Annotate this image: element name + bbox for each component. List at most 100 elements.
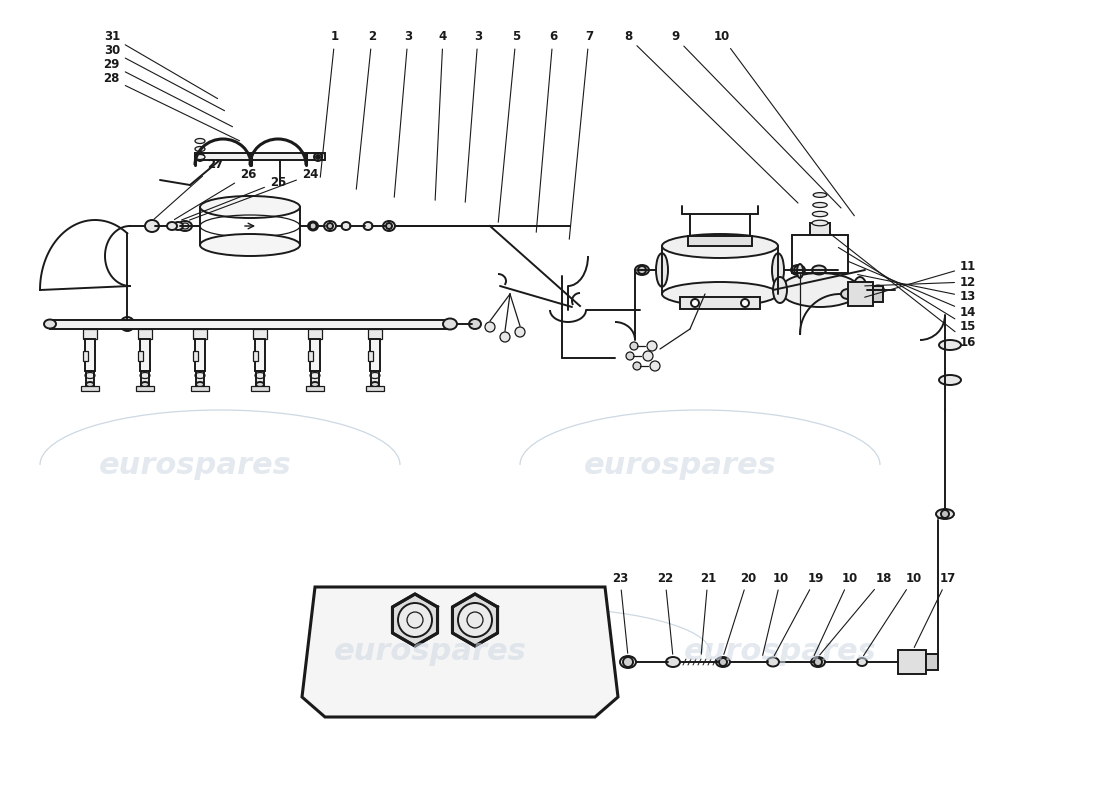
Text: 8: 8	[624, 30, 798, 203]
Circle shape	[386, 223, 392, 229]
Bar	[680, 297, 760, 309]
Bar	[848, 282, 873, 306]
Circle shape	[485, 322, 495, 332]
Ellipse shape	[791, 265, 805, 275]
Text: 3: 3	[465, 30, 482, 202]
Ellipse shape	[852, 277, 867, 303]
Ellipse shape	[872, 286, 884, 294]
Bar	[140, 338, 150, 370]
Circle shape	[630, 342, 638, 350]
Ellipse shape	[635, 265, 649, 275]
Text: 13: 13	[858, 274, 977, 303]
Bar	[251, 386, 270, 390]
Circle shape	[500, 332, 510, 342]
Circle shape	[458, 603, 492, 637]
Bar	[311, 370, 319, 385]
Bar	[873, 286, 883, 302]
Circle shape	[647, 341, 657, 351]
Ellipse shape	[141, 382, 149, 387]
Ellipse shape	[812, 266, 826, 274]
Ellipse shape	[936, 509, 954, 519]
Text: 3: 3	[394, 30, 412, 198]
Ellipse shape	[324, 221, 336, 231]
Bar	[256, 370, 264, 385]
Text: 16: 16	[830, 234, 977, 349]
Text: 26: 26	[175, 169, 256, 219]
Circle shape	[719, 658, 727, 666]
Ellipse shape	[656, 253, 668, 286]
Bar	[310, 338, 320, 370]
Text: 10: 10	[762, 571, 789, 655]
Text: 24: 24	[189, 169, 318, 220]
Text: 17: 17	[914, 571, 956, 647]
Polygon shape	[393, 594, 438, 646]
Circle shape	[316, 155, 320, 159]
Ellipse shape	[341, 222, 351, 230]
Circle shape	[644, 351, 653, 361]
Ellipse shape	[811, 657, 825, 667]
Circle shape	[638, 266, 646, 274]
Circle shape	[198, 155, 202, 159]
Ellipse shape	[195, 138, 205, 143]
Bar	[141, 370, 149, 385]
Ellipse shape	[178, 221, 192, 231]
Ellipse shape	[44, 319, 56, 329]
Text: eurospares: eurospares	[683, 638, 877, 666]
Bar	[688, 236, 752, 246]
Ellipse shape	[311, 382, 319, 387]
Text: 20: 20	[724, 571, 756, 654]
Ellipse shape	[767, 658, 779, 666]
Ellipse shape	[842, 289, 855, 299]
Ellipse shape	[196, 382, 204, 387]
Circle shape	[741, 299, 749, 307]
Text: 15: 15	[838, 247, 977, 334]
Ellipse shape	[363, 222, 373, 230]
Text: 10: 10	[864, 571, 922, 656]
Bar	[308, 350, 314, 361]
Circle shape	[940, 510, 949, 518]
Text: 31: 31	[103, 30, 218, 98]
Bar	[253, 350, 258, 361]
Ellipse shape	[620, 656, 636, 668]
Text: 30: 30	[103, 45, 224, 110]
Text: 5: 5	[498, 30, 520, 222]
Ellipse shape	[939, 375, 961, 385]
Text: 14: 14	[848, 261, 977, 318]
Ellipse shape	[167, 222, 177, 230]
Text: 1: 1	[320, 30, 339, 178]
Bar	[85, 338, 95, 370]
Bar	[368, 329, 382, 338]
Text: 29: 29	[103, 58, 232, 126]
Circle shape	[196, 153, 204, 161]
Text: 11: 11	[865, 261, 977, 298]
Bar	[306, 386, 324, 390]
Circle shape	[874, 286, 881, 294]
Bar	[82, 329, 97, 338]
Bar	[138, 350, 143, 361]
Text: 7: 7	[570, 30, 593, 239]
Bar	[898, 650, 926, 674]
Text: 12: 12	[865, 275, 977, 289]
Bar	[368, 350, 373, 361]
Ellipse shape	[798, 264, 803, 278]
Text: 9: 9	[671, 30, 842, 208]
Bar	[308, 329, 322, 338]
Ellipse shape	[371, 382, 380, 387]
Text: 18: 18	[820, 571, 892, 655]
Bar	[81, 386, 99, 390]
Circle shape	[314, 153, 322, 161]
Circle shape	[398, 603, 432, 637]
Text: 19: 19	[774, 571, 824, 655]
Ellipse shape	[662, 282, 778, 306]
Bar	[810, 223, 830, 235]
Bar	[50, 319, 450, 329]
Text: 22: 22	[657, 571, 673, 654]
Ellipse shape	[308, 222, 318, 230]
Bar	[371, 370, 380, 385]
Text: 6: 6	[536, 30, 557, 232]
Circle shape	[626, 352, 634, 360]
Ellipse shape	[662, 234, 778, 258]
Ellipse shape	[666, 657, 680, 667]
Ellipse shape	[772, 253, 784, 286]
Bar	[191, 386, 209, 390]
